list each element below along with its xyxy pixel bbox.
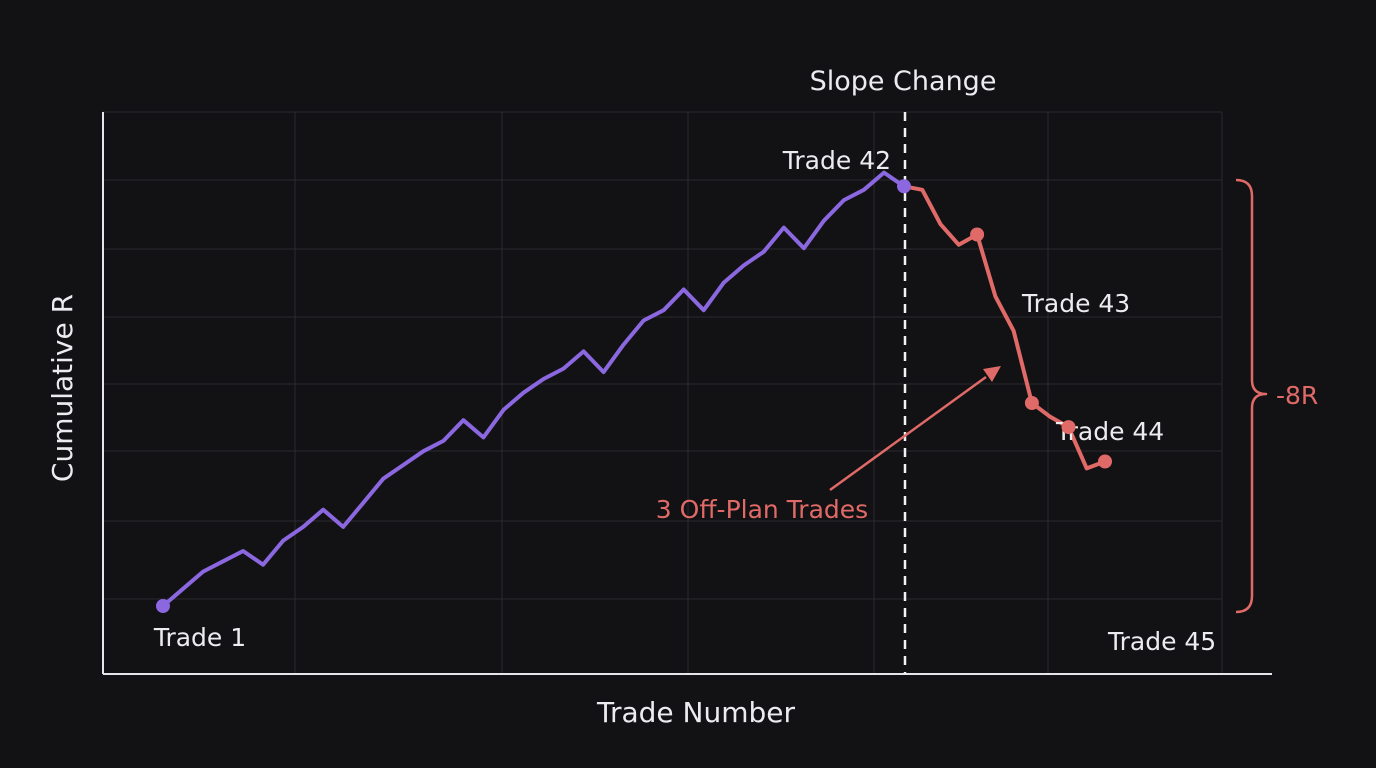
annotation-layer: [829, 112, 1268, 674]
drawdown-label: -8R: [1276, 381, 1318, 410]
x-axis-label: Trade Number: [596, 696, 796, 729]
series-line-off-plan: [902, 184, 1107, 471]
marker-label-1: Trade 42: [782, 146, 891, 175]
marker-point-4: [1061, 420, 1076, 435]
y-axis-label: Cumulative R: [46, 294, 79, 482]
off-plan-arrow-shaft: [829, 375, 987, 492]
marker-point-0: [156, 599, 170, 613]
marker-point-5: [1098, 454, 1112, 469]
marker-label-5: Trade 45: [1107, 627, 1216, 656]
marker-point-3: [1024, 396, 1039, 410]
marker-label-2: Trade 43: [1021, 289, 1130, 318]
off-plan-label: 3 Off-Plan Trades: [656, 495, 868, 524]
axes: [102, 112, 1272, 675]
marker-label-0: Trade 1: [153, 623, 246, 652]
drawdown-brace: [1235, 178, 1268, 614]
marker-point-1: [897, 179, 911, 194]
off-plan-arrow-head: [983, 366, 1001, 382]
grid-lines: [103, 111, 1223, 674]
series-layer: [161, 170, 1107, 608]
series-line-on-plan: [161, 170, 906, 608]
slope-change-label: Slope Change: [810, 66, 997, 97]
marker-point-2: [970, 227, 985, 242]
